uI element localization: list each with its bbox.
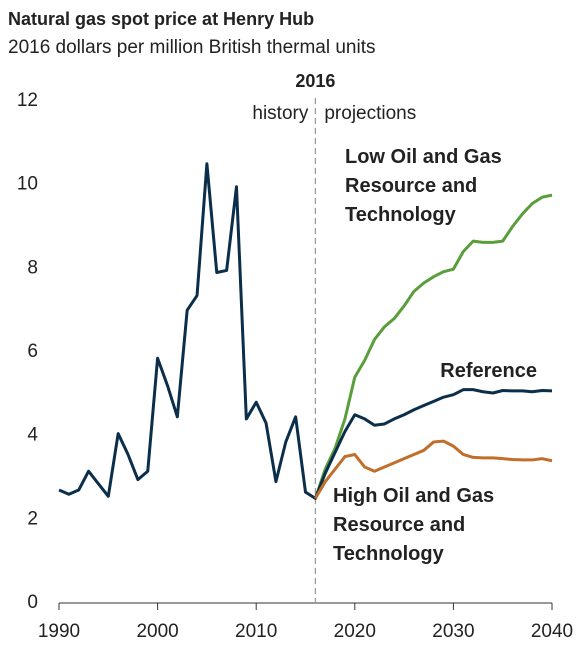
x-tick-label: 1990 — [38, 621, 80, 642]
y-tick-label: 12 — [17, 90, 38, 111]
chart-subtitle: 2016 dollars per million British thermal… — [8, 37, 376, 58]
series-line — [58, 162, 553, 500]
series-line — [313, 193, 553, 499]
y-tick-label: 8 — [27, 257, 38, 278]
y-tick-label: 10 — [17, 174, 38, 195]
x-tick-label: 2040 — [531, 621, 573, 642]
y-tick-label: 6 — [27, 341, 38, 362]
series-label: High Oil and Gas Resource and Technology — [333, 485, 500, 565]
y-tick-label: 0 — [27, 592, 38, 613]
annotation: projections — [324, 103, 416, 124]
series-label: Low Oil and Gas Resource and Technology — [345, 146, 507, 226]
chart-title: Natural gas spot price at Henry Hub — [8, 9, 314, 29]
series-label: Reference — [440, 360, 537, 382]
x-tick-label: 2030 — [432, 621, 474, 642]
x-tick-label: 2010 — [235, 621, 277, 642]
series-line — [314, 439, 553, 500]
x-tick-label: 2020 — [334, 621, 376, 642]
x-tick-label: 2000 — [136, 621, 178, 642]
y-tick-label: 2 — [27, 508, 38, 529]
divider-label: 2016 — [295, 71, 335, 91]
y-tick-label: 4 — [27, 425, 38, 446]
annotation: history — [252, 103, 308, 124]
